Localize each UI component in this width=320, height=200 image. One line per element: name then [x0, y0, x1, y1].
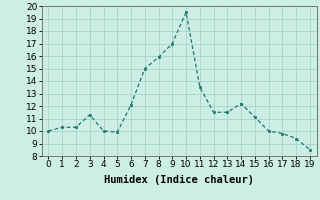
- X-axis label: Humidex (Indice chaleur): Humidex (Indice chaleur): [104, 175, 254, 185]
